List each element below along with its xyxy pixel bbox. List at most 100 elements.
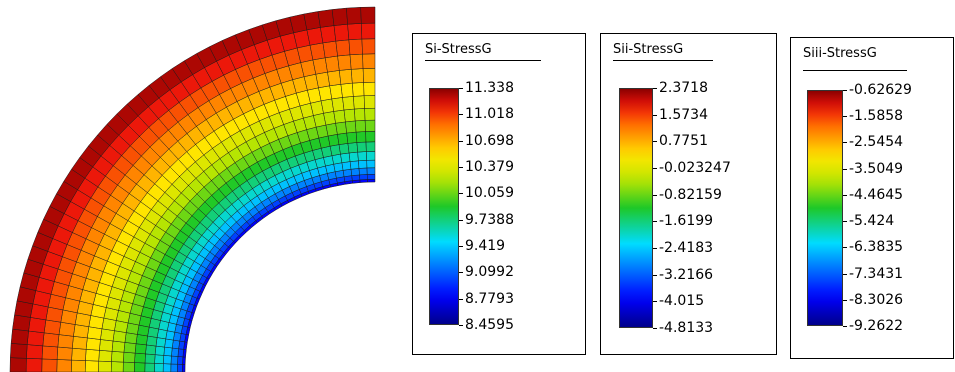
mesh-element bbox=[320, 98, 334, 114]
mesh-element bbox=[364, 107, 376, 121]
mesh-element bbox=[329, 144, 341, 156]
mesh-element bbox=[177, 356, 184, 365]
mesh-element bbox=[354, 108, 366, 122]
legend-tick bbox=[653, 114, 657, 116]
legend-tick bbox=[653, 328, 657, 329]
mesh-element bbox=[320, 25, 337, 44]
mesh-element bbox=[12, 314, 31, 332]
mesh-element bbox=[337, 54, 352, 71]
legend-value-label: 2.3718 bbox=[659, 80, 708, 96]
mesh-element bbox=[170, 363, 178, 372]
legend-tick bbox=[459, 219, 463, 221]
legend-tick bbox=[843, 116, 847, 118]
legend-value-label: -3.2166 bbox=[659, 266, 714, 283]
mesh-element bbox=[10, 343, 28, 359]
mesh-element bbox=[171, 347, 179, 357]
mesh-element bbox=[355, 131, 367, 143]
mesh-element bbox=[303, 11, 321, 31]
legend-tick bbox=[459, 246, 463, 247]
legend-tick bbox=[843, 247, 847, 249]
legend-panel-si: Si-StressG 11.338 11.018 10.698 10.379 10.05… bbox=[412, 33, 586, 355]
legend-value-label: 10.059 bbox=[465, 185, 514, 202]
mesh-element bbox=[349, 53, 364, 70]
mesh-element bbox=[366, 159, 376, 169]
legend-tick bbox=[653, 221, 657, 223]
mesh-element bbox=[348, 151, 359, 162]
legend-tick bbox=[653, 248, 657, 249]
legend-value-label: -9.2622 bbox=[849, 318, 904, 334]
legend-tick bbox=[843, 194, 847, 196]
mesh-element bbox=[346, 131, 358, 144]
mesh-element bbox=[122, 361, 135, 372]
mesh-element bbox=[85, 337, 101, 351]
mesh-element bbox=[333, 109, 346, 124]
mesh-element bbox=[182, 364, 186, 372]
legend-value-label: -4.015 bbox=[659, 293, 705, 310]
legend-value-label: -4.4645 bbox=[849, 186, 904, 203]
mesh-element bbox=[343, 108, 356, 123]
legend-tick bbox=[653, 141, 657, 143]
legend-value-label: 11.338 bbox=[465, 80, 514, 96]
mesh-element bbox=[362, 53, 376, 69]
mesh-element bbox=[350, 168, 360, 176]
mesh-element bbox=[134, 343, 147, 355]
mesh-element bbox=[146, 335, 158, 347]
legend-tick bbox=[459, 140, 463, 142]
legend-panel-sii: Sii-StressG 2.3718 1.5734 0.7751 -0.023247 -… bbox=[600, 33, 777, 355]
mesh-element bbox=[335, 121, 347, 135]
legend-value-label: -4.8133 bbox=[659, 320, 714, 336]
colorbar-siii bbox=[807, 90, 843, 326]
mesh-element bbox=[359, 174, 368, 181]
mesh-element bbox=[340, 152, 351, 163]
mesh-element bbox=[324, 55, 340, 73]
mesh-element bbox=[354, 120, 366, 133]
mesh-element bbox=[364, 119, 376, 132]
mesh-element bbox=[331, 7, 348, 26]
legend-tick bbox=[459, 325, 463, 326]
legend-value-label: -5.424 bbox=[849, 213, 895, 230]
mesh-element bbox=[123, 351, 136, 363]
mesh-element bbox=[363, 95, 376, 109]
mesh-element bbox=[366, 151, 376, 161]
legend-value-label: 8.4595 bbox=[465, 317, 514, 333]
mesh-element bbox=[56, 359, 72, 372]
mesh-element bbox=[84, 360, 99, 372]
mesh-element bbox=[10, 328, 29, 345]
legend-value-label: 10.379 bbox=[465, 159, 514, 175]
legend-value-label: 9.7388 bbox=[465, 211, 514, 228]
legend-title-underline bbox=[803, 70, 907, 71]
mesh-element bbox=[349, 160, 360, 170]
mesh-element bbox=[340, 82, 354, 98]
legend-value-label: 8.7793 bbox=[465, 290, 514, 307]
mesh-element bbox=[110, 361, 124, 372]
legend-value-label: -7.3431 bbox=[849, 265, 904, 282]
mesh-element bbox=[342, 96, 355, 111]
mesh-element bbox=[98, 360, 112, 372]
mesh-element bbox=[365, 141, 376, 152]
legend-title-sii: Sii-StressG bbox=[613, 42, 684, 57]
mesh-element bbox=[315, 71, 330, 89]
legend-value-label: 1.5734 bbox=[659, 106, 708, 123]
legend-value-label: -2.5454 bbox=[849, 134, 904, 151]
legend-tick bbox=[459, 167, 463, 168]
legend-tick bbox=[653, 88, 657, 89]
mesh-element bbox=[144, 362, 155, 372]
mesh-element bbox=[351, 174, 361, 181]
mesh-element bbox=[154, 345, 165, 356]
legend-title-underline bbox=[425, 60, 541, 61]
mesh-element bbox=[72, 336, 88, 350]
mesh-element bbox=[26, 330, 45, 347]
mesh-element bbox=[177, 348, 184, 358]
mesh-element bbox=[163, 346, 173, 357]
mesh-element bbox=[56, 346, 73, 361]
mesh-element bbox=[71, 347, 87, 361]
mesh-element bbox=[163, 355, 172, 365]
mesh-element bbox=[360, 6, 376, 24]
mesh-element bbox=[358, 160, 368, 169]
legend-tick bbox=[459, 193, 463, 195]
mesh-element bbox=[41, 345, 59, 360]
mesh-element bbox=[134, 362, 146, 372]
mesh-element bbox=[42, 332, 60, 348]
mesh-element bbox=[134, 352, 146, 364]
mesh-elements bbox=[9, 6, 376, 372]
